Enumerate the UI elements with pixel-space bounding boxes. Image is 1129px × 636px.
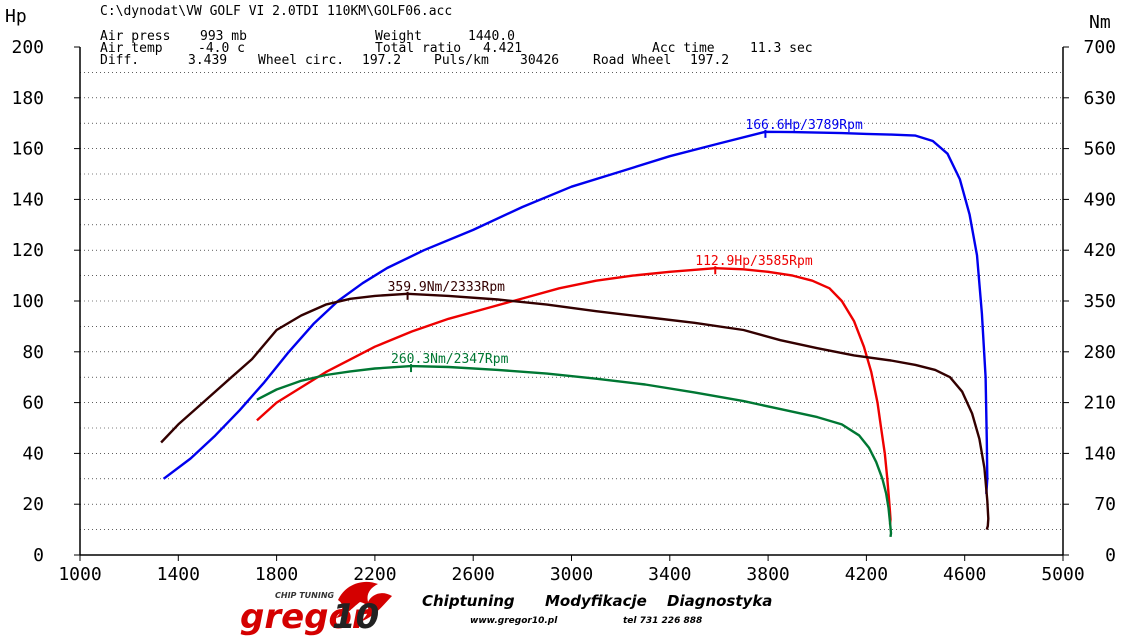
hp-tick-label: 100: [11, 291, 44, 312]
nm-tick-label: 700: [1083, 37, 1116, 58]
series-line-0: [162, 130, 989, 495]
logo-number: 10: [332, 597, 379, 636]
wheel-circ-value: 197.2: [362, 53, 401, 68]
road-wheel-label: Road Wheel: [593, 53, 671, 68]
rpm-tick-label: 3400: [648, 564, 691, 585]
nm-tick-label: 350: [1083, 291, 1116, 312]
header-info: C:\dynodat\VW GOLF VI 2.0TDI 110KM\GOLF0…: [100, 4, 813, 68]
nm-tick-label: 140: [1083, 443, 1116, 464]
nm-tick-label: 70: [1094, 494, 1116, 515]
nm-tick-label: 210: [1083, 393, 1116, 414]
gregor10-logo: CHIP TUNING gregor 10: [240, 581, 392, 636]
hp-tick-label: 160: [11, 139, 44, 160]
rpm-tick-label: 1000: [58, 564, 101, 585]
weight-label: Weight: [375, 29, 422, 44]
peak-annotations: 166.6Hp/3789Rpm 112.9Hp/3585Rpm 359.9Nm/23…: [388, 118, 863, 373]
total-ratio-label: Total ratio: [375, 41, 461, 56]
tagline-diagnostyka: Diagnostyka: [667, 592, 772, 610]
air-temp-label: Air temp: [100, 41, 163, 56]
logo-word: gregor: [240, 597, 371, 636]
hp-tick-label: 20: [22, 494, 44, 515]
acc-time-label: Acc time: [652, 41, 715, 56]
file-path: C:\dynodat\VW GOLF VI 2.0TDI 110KM\GOLF0…: [100, 4, 452, 19]
air-press-label: Air press: [100, 29, 170, 44]
puls-km-value: 30426: [520, 53, 559, 68]
tagline-modyfikacje: Modyfikacje: [545, 592, 647, 610]
hp-tick-label: 80: [22, 342, 44, 363]
series-lines: [160, 130, 990, 538]
rpm-tick-label: 1800: [255, 564, 298, 585]
puls-km-label: Puls/km: [434, 53, 489, 68]
acc-time-value: 11.3 sec: [750, 41, 813, 56]
left-axis-unit: Hp: [5, 6, 27, 27]
axes: [79, 47, 1064, 556]
wheel-circ-label: Wheel circ.: [258, 53, 344, 68]
tagline-chiptuning: Chiptuning: [422, 592, 515, 610]
total-ratio-value: 4.421: [483, 41, 522, 56]
nm-tick-label: 420: [1083, 240, 1116, 261]
rpm-tick-label: 4600: [943, 564, 986, 585]
hp-tick-label: 0: [33, 545, 44, 566]
nm-tick-label: 490: [1083, 189, 1116, 210]
air-press-value: 993 mb: [200, 29, 247, 44]
rpm-tick-label: 3000: [550, 564, 593, 585]
peak-label-1: 112.9Hp/3585Rpm: [695, 254, 813, 269]
peak-label-3: 260.3Nm/2347Rpm: [391, 352, 509, 367]
grid: [80, 72, 1063, 530]
hp-tick-label: 180: [11, 88, 44, 109]
rpm-tick-label: 1400: [157, 564, 200, 585]
rpm-tick-label: 3800: [746, 564, 789, 585]
weight-value: 1440.0: [468, 29, 515, 44]
phone: tel 731 226 888: [623, 616, 702, 626]
website: www.gregor10.pl: [470, 616, 558, 626]
rpm-tick-label: 2200: [353, 564, 396, 585]
nm-tick-label: 280: [1083, 342, 1116, 363]
right-axis-unit: Nm: [1089, 12, 1111, 33]
series-line-3: [256, 364, 893, 538]
rpm-tick-label: 5000: [1041, 564, 1084, 585]
logo-tag: CHIP TUNING: [275, 591, 335, 600]
air-temp-value: -4.0 c: [198, 41, 245, 56]
hp-tick-label: 60: [22, 393, 44, 414]
nm-tick-label: 630: [1083, 88, 1116, 109]
hp-tick-label: 120: [11, 240, 44, 261]
peak-label-2: 359.9Nm/2333Rpm: [388, 280, 506, 295]
hp-tick-label: 200: [11, 37, 44, 58]
rpm-axis-ticks: 1000 1400 1800 2200 2600 3000 3400 3800 4200 4600…: [58, 555, 1085, 585]
footer: CHIP TUNING gregor 10 Chiptuning Modyfik…: [240, 581, 772, 636]
hp-tick-label: 40: [22, 443, 44, 464]
peak-label-0: 166.6Hp/3789Rpm: [745, 118, 863, 133]
hp-axis-ticks: 0 20 40 60 80 100 120 140 160 180 200: [11, 37, 80, 566]
series-line-1: [256, 267, 892, 525]
nm-axis-ticks: 0 70 140 210 280 350 420 490 560 630 700: [1063, 37, 1116, 566]
rpm-tick-label: 2600: [452, 564, 495, 585]
series-line-2: [160, 292, 990, 530]
rpm-tick-label: 4200: [845, 564, 888, 585]
diff-value: 3.439: [188, 53, 227, 68]
nm-tick-label: 560: [1083, 139, 1116, 160]
road-wheel-value: 197.2: [690, 53, 729, 68]
flame-icon: [336, 581, 392, 622]
nm-tick-label: 0: [1105, 545, 1116, 566]
hp-tick-label: 140: [11, 189, 44, 210]
diff-label: Diff.: [100, 53, 139, 68]
